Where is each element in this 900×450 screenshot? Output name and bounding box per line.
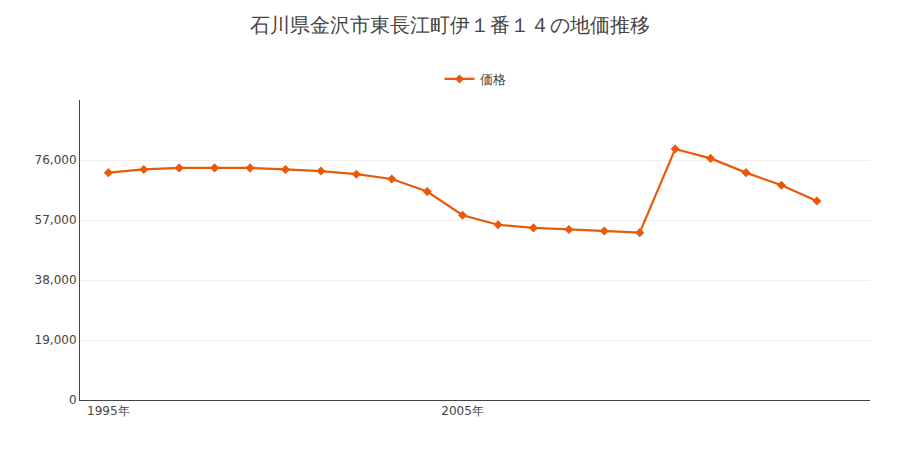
svg-text:価格: 価格 <box>480 72 506 87</box>
svg-text:石川県金沢市東長江町伊１番１４の地価推移: 石川県金沢市東長江町伊１番１４の地価推移 <box>250 13 650 37</box>
svg-text:76,000: 76,000 <box>35 153 77 167</box>
svg-text:1995年: 1995年 <box>87 404 130 418</box>
svg-text:38,000: 38,000 <box>35 273 77 287</box>
svg-text:19,000: 19,000 <box>35 333 77 347</box>
svg-text:0: 0 <box>69 393 77 407</box>
svg-text:57,000: 57,000 <box>35 213 77 227</box>
svg-text:2005年: 2005年 <box>441 404 484 418</box>
